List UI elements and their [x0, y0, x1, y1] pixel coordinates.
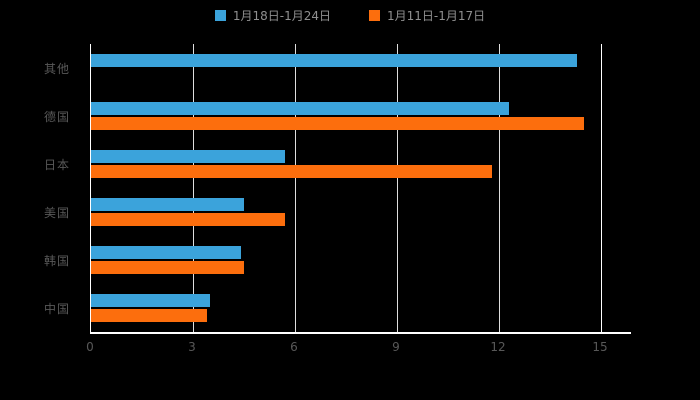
x-tick-label: 6	[290, 340, 298, 354]
y-axis-label: 其他	[44, 61, 71, 76]
bar	[91, 246, 241, 259]
legend-label: 1月18日-1月24日	[232, 9, 331, 23]
gridline	[499, 44, 500, 332]
bar	[91, 213, 285, 226]
y-axis-labels: 其他德国日本美国韩国中国	[44, 44, 88, 332]
bar	[91, 198, 244, 211]
x-tick-label: 0	[86, 340, 94, 354]
legend-item[interactable]: 1月11日-1月17日	[369, 7, 485, 24]
bar	[91, 261, 244, 274]
y-axis-label: 德国	[44, 109, 71, 124]
y-axis-label: 日本	[44, 157, 71, 172]
gridline	[193, 44, 194, 332]
bar	[91, 102, 510, 115]
gridline	[295, 44, 296, 332]
legend-label: 1月11日-1月17日	[387, 9, 486, 23]
x-tick-label: 12	[490, 340, 506, 354]
legend-swatch	[369, 10, 380, 21]
y-axis-label: 中国	[44, 301, 71, 316]
plot-area	[90, 44, 631, 334]
gridline	[601, 44, 602, 332]
gridline	[397, 44, 398, 332]
legend-swatch	[214, 10, 226, 21]
legend: 1月18日-1月24日 1月11日-1月17日	[0, 7, 700, 24]
x-tick-label: 3	[188, 340, 196, 354]
y-axis-label: 韩国	[44, 253, 71, 268]
x-tick-label: 9	[392, 340, 400, 354]
bar	[91, 150, 285, 163]
x-tick-label: 15	[592, 340, 608, 354]
x-axis-labels: 0 3 6 9 12 15	[86, 340, 630, 356]
legend-item[interactable]: 1月18日-1月24日	[214, 7, 331, 24]
y-axis-label: 美国	[44, 205, 71, 220]
bar	[91, 309, 207, 322]
bar	[91, 117, 584, 130]
bar	[91, 294, 210, 307]
bar	[91, 165, 493, 178]
bar	[91, 54, 578, 67]
